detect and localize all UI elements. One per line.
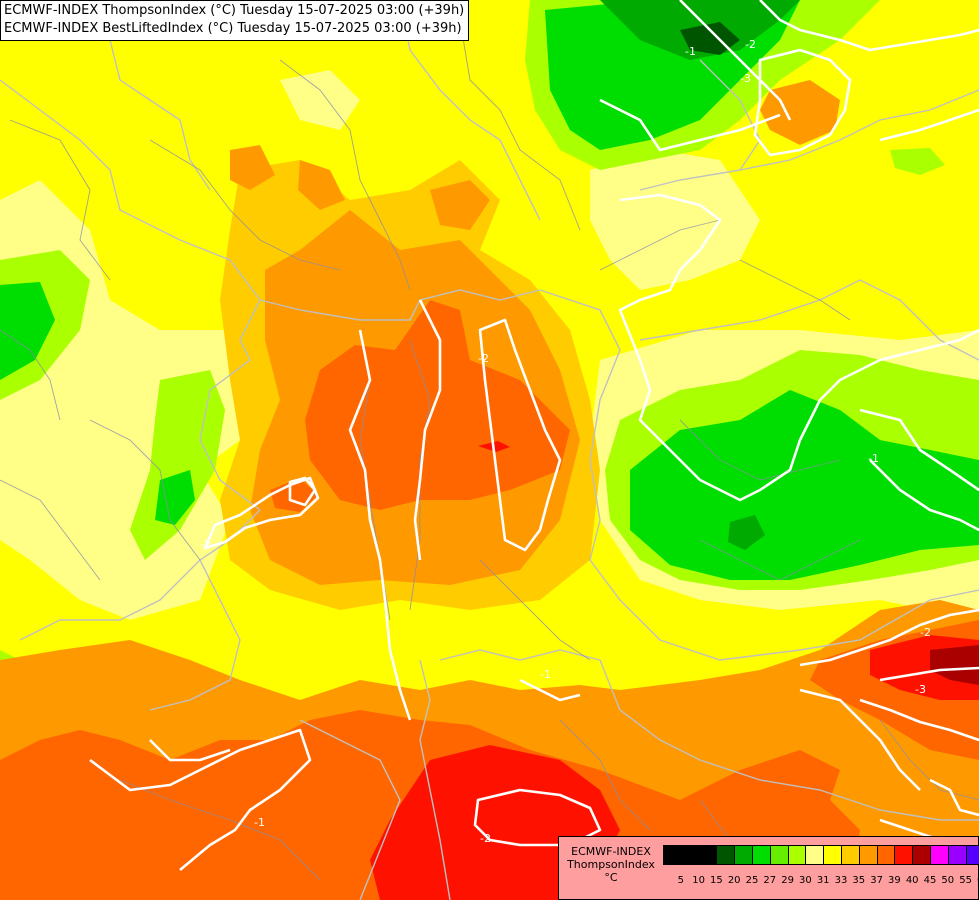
legend-title-line: ECMWF-INDEX bbox=[571, 845, 651, 858]
legend-swatch bbox=[858, 845, 878, 865]
legend-tick-label: 45 bbox=[923, 875, 937, 886]
legend-swatch bbox=[823, 845, 842, 865]
legend-swatch bbox=[912, 845, 931, 865]
legend-swatch bbox=[752, 845, 771, 865]
contour-label: -2 bbox=[200, 538, 211, 551]
field-paleyellow bbox=[280, 70, 360, 130]
legend-tick-label: 29 bbox=[781, 875, 794, 886]
legend-tick-label: 60 bbox=[973, 875, 979, 887]
field-darkorange bbox=[305, 300, 570, 510]
field-darkgreen bbox=[728, 515, 765, 550]
legend-tick-label: 5 bbox=[677, 875, 684, 886]
contour-label: -1 bbox=[540, 668, 551, 681]
contour-label: -2 bbox=[745, 38, 756, 51]
legend-tick-label: 40 bbox=[905, 875, 919, 886]
contour-label: -3 bbox=[740, 72, 751, 85]
field-yellowgreen bbox=[130, 370, 225, 560]
field-orange bbox=[430, 180, 490, 230]
legend-swatch bbox=[841, 845, 860, 865]
contour-label: -2 bbox=[920, 626, 931, 639]
field-green bbox=[0, 282, 55, 380]
legend-swatch bbox=[787, 845, 807, 865]
legend-swatch bbox=[930, 845, 949, 865]
legend-swatch bbox=[734, 845, 753, 865]
field-paleyellow bbox=[590, 150, 760, 290]
legend-swatch bbox=[805, 845, 825, 865]
contour-label: -1 bbox=[868, 452, 879, 465]
field-orange bbox=[760, 80, 840, 145]
legend-tick-label: 20 bbox=[727, 875, 741, 886]
legend-tick-label: 39 bbox=[888, 875, 901, 886]
field-green bbox=[155, 470, 195, 525]
legend-tick-label: 55 bbox=[959, 875, 972, 886]
field-orange bbox=[230, 145, 275, 190]
legend-swatch bbox=[769, 845, 789, 865]
field-lime-ne bbox=[890, 148, 945, 175]
legend-tick-label: 37 bbox=[870, 875, 883, 886]
field-orange bbox=[298, 160, 345, 210]
legend-title-line: ThompsonIndex bbox=[567, 858, 655, 871]
color-legend: ECMWF-INDEX ThompsonIndex °C 5 10 15 20 25 27… bbox=[558, 836, 979, 900]
bestlifted-contours bbox=[89, 0, 979, 871]
legend-swatch bbox=[876, 845, 896, 865]
title-bestlifted-index: ECMWF-INDEX BestLiftedIndex (°C) Tuesday… bbox=[4, 21, 462, 36]
legend-swatch bbox=[680, 845, 700, 865]
legend-tick-label: 33 bbox=[834, 875, 848, 886]
contour-label: -2 bbox=[478, 352, 489, 365]
field-darkred bbox=[930, 645, 979, 685]
legend-tick-label: 25 bbox=[745, 875, 759, 886]
legend-title: ECMWF-INDEX ThompsonIndex °C bbox=[561, 845, 661, 884]
field-green bbox=[630, 390, 979, 580]
legend-swatch bbox=[663, 845, 682, 865]
legend-tick-label: 50 bbox=[941, 875, 955, 886]
legend-swatch bbox=[947, 845, 967, 865]
contour-label: -2 bbox=[480, 832, 491, 845]
contour-labels: -2 -3 -1 -2 -1 -2 -2 -3 -1 -2 -1 bbox=[200, 38, 931, 845]
legend-title-line: °C bbox=[604, 871, 618, 884]
legend-tick-label: 30 bbox=[799, 875, 812, 886]
legend-swatch bbox=[716, 845, 736, 865]
map-title-box: ECMWF-INDEX ThompsonIndex (°C) Tuesday 1… bbox=[0, 0, 470, 41]
title-thompson-index: ECMWF-INDEX ThompsonIndex (°C) Tuesday 1… bbox=[4, 3, 465, 18]
contour-label: -1 bbox=[254, 816, 265, 829]
legend-tick-label: 15 bbox=[710, 875, 723, 886]
legend-tick-label: 35 bbox=[852, 875, 866, 886]
contour-label: -3 bbox=[915, 683, 926, 696]
legend-swatch bbox=[894, 845, 914, 865]
legend-swatch bbox=[698, 845, 718, 865]
legend-tick-label: 31 bbox=[816, 875, 830, 886]
legend-tick-label: 10 bbox=[692, 875, 705, 886]
legend-tick-label: 27 bbox=[763, 875, 777, 886]
contour-label: -1 bbox=[685, 45, 696, 58]
legend-swatch bbox=[965, 845, 979, 865]
field-red bbox=[370, 745, 620, 900]
